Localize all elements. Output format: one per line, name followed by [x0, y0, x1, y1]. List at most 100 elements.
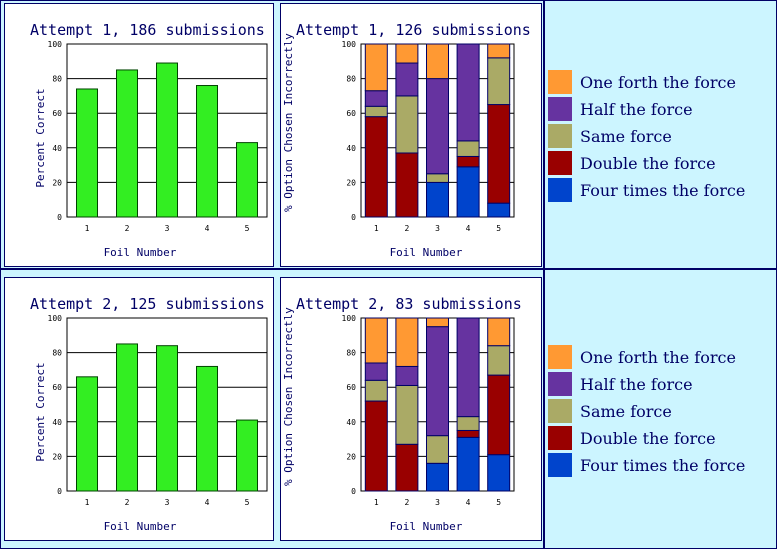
y-tick-label: 40 — [346, 144, 356, 153]
x-tick-label: 3 — [165, 498, 170, 507]
legend-swatch — [548, 124, 572, 148]
y-tick-label: 0 — [57, 487, 62, 496]
bar-segment — [395, 365, 419, 386]
y-tick-label: 0 — [351, 213, 356, 222]
legend-item: One forth the force — [548, 345, 768, 369]
bar — [236, 142, 258, 218]
x-tick-label: 1 — [374, 224, 379, 233]
bar-segment — [487, 345, 511, 376]
bar-segment — [395, 317, 419, 367]
y-tick-label: 40 — [52, 144, 62, 153]
legend-item: Same force — [548, 399, 768, 423]
bar-segment — [364, 379, 388, 402]
y-tick-label: 20 — [52, 178, 62, 187]
bar-segment — [456, 166, 480, 218]
y-axis-label: Percent Correct — [34, 88, 47, 187]
x-tick-label: 4 — [205, 498, 210, 507]
bar — [76, 88, 98, 218]
bar-segment — [487, 317, 511, 347]
bar-segment — [426, 181, 449, 218]
legend-swatch — [548, 426, 572, 450]
bar — [236, 419, 258, 492]
legend-item: Double the force — [548, 151, 768, 175]
legend-item: Half the force — [548, 372, 768, 396]
legend-label: Same force — [580, 402, 672, 421]
chart-attempt2-options-incorrect: % Option Chosen Incorrectly Foil Number … — [282, 295, 522, 533]
legend-divider — [543, 0, 545, 549]
y-tick-label: 80 — [346, 349, 356, 358]
bar-segment — [364, 90, 388, 107]
bar-segment — [364, 362, 388, 381]
legend-swatch — [548, 399, 572, 423]
legend-label: One forth the force — [580, 348, 736, 367]
x-tick-label: 1 — [85, 498, 90, 507]
y-tick-label: 0 — [351, 487, 356, 496]
x-tick-label: 4 — [205, 224, 210, 233]
bar-segment — [395, 62, 419, 97]
x-tick-label: 3 — [435, 224, 440, 233]
bar-segment — [395, 384, 419, 445]
y-tick-label: 40 — [52, 418, 62, 427]
chart-attempt1-percent-correct: Attempt 1, 186 submissions Percent Corre… — [30, 21, 268, 259]
bar-segment — [487, 57, 511, 106]
bar-segment — [456, 155, 480, 168]
chart-attempt2-percent-correct: Attempt 2, 125 submissions Percent Corre… — [30, 295, 268, 533]
bar-segment — [487, 454, 511, 492]
x-tick-label: 3 — [165, 224, 170, 233]
legend-item: Half the force — [548, 97, 768, 121]
bar-segment — [364, 43, 388, 92]
x-tick-label: 2 — [404, 224, 409, 233]
x-tick-label: 2 — [404, 498, 409, 507]
x-tick-label: 5 — [245, 498, 250, 507]
bar-segment — [487, 202, 511, 218]
y-tick-label: 100 — [48, 40, 63, 49]
bar — [156, 62, 178, 218]
bar-segment — [487, 43, 511, 59]
x-axis-label: Foil Number — [104, 246, 177, 259]
chart-title: Attempt 1, 186 submissions — [30, 21, 265, 39]
legend-label: Double the force — [580, 154, 716, 173]
y-tick-label: 100 — [48, 314, 63, 323]
chart-title: Attempt 2, 83 submissions — [296, 295, 522, 313]
x-tick-label: 5 — [245, 224, 250, 233]
y-axis-label: % Option Chosen Incorrectly — [282, 307, 295, 486]
x-tick-label: 5 — [496, 498, 501, 507]
bar-segment — [456, 436, 480, 492]
x-tick-label: 2 — [125, 498, 130, 507]
bar-segment — [395, 443, 419, 492]
y-tick-label: 60 — [52, 383, 62, 392]
legend-label: Four times the force — [580, 181, 746, 200]
x-axis-label: Foil Number — [390, 246, 463, 259]
y-tick-label: 60 — [346, 383, 356, 392]
bar-segment — [426, 173, 449, 183]
bar-segment — [364, 116, 388, 218]
x-axis-label: Foil Number — [390, 520, 463, 533]
bar-segment — [426, 43, 449, 80]
chart-title: Attempt 2, 125 submissions — [30, 295, 265, 313]
y-tick-label: 80 — [346, 75, 356, 84]
legend-swatch — [548, 345, 572, 369]
legend-swatch — [548, 151, 572, 175]
legend-label: Half the force — [580, 375, 693, 394]
bar-segment — [487, 104, 511, 204]
bar-segment — [364, 317, 388, 364]
bar-segment — [395, 95, 419, 154]
bar-segment — [456, 429, 480, 438]
bar — [116, 69, 138, 218]
chart-panel-attempt1-correct: Attempt 1, 186 submissions Percent Corre… — [4, 3, 274, 267]
x-tick-label: 5 — [496, 224, 501, 233]
bar — [196, 365, 218, 492]
chart-attempt1-options-incorrect: % Option Chosen Incorrectly Foil Number … — [282, 21, 531, 259]
x-tick-label: 1 — [85, 224, 90, 233]
y-tick-label: 40 — [346, 418, 356, 427]
bar-segment — [426, 462, 449, 492]
legend-swatch — [548, 178, 572, 202]
bar — [156, 345, 178, 492]
x-axis-label: Foil Number — [104, 520, 177, 533]
y-tick-label: 20 — [346, 452, 356, 461]
bar-segment — [395, 43, 419, 64]
y-tick-label: 20 — [52, 452, 62, 461]
bar-segment — [426, 317, 449, 328]
bar-segment — [456, 317, 480, 418]
y-tick-label: 60 — [346, 109, 356, 118]
